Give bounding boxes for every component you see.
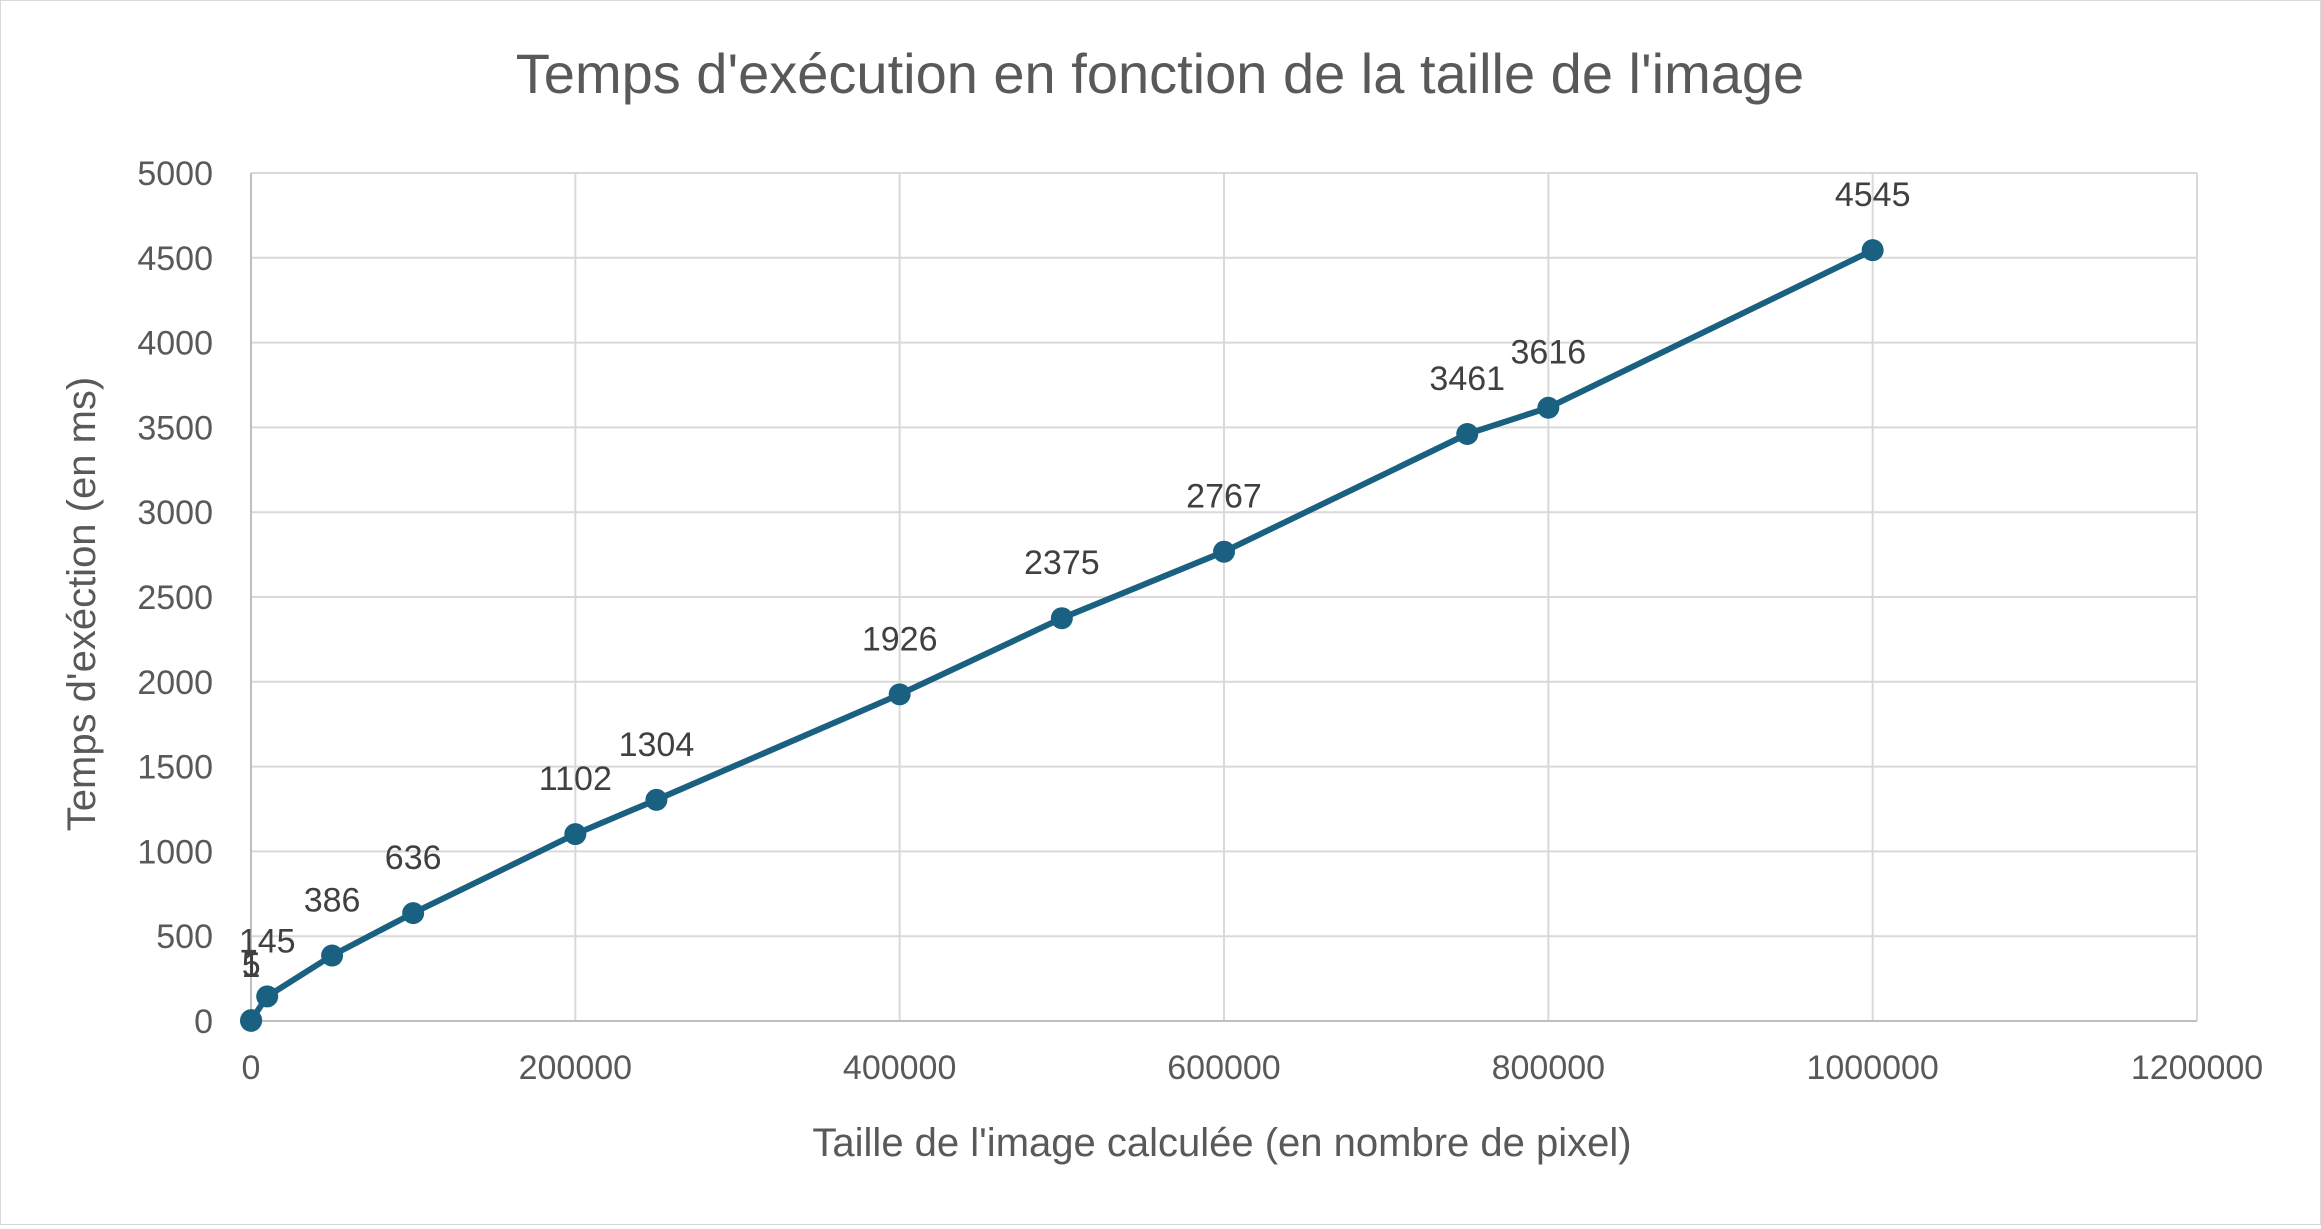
- y-tick-label: 500: [156, 918, 213, 956]
- y-tick-label: 2000: [137, 664, 213, 702]
- data-point: [402, 902, 425, 925]
- data-point: [1456, 423, 1479, 446]
- x-axis-title: Taille de l'image calculée (en nombre de…: [812, 1121, 1631, 1165]
- y-tick-label: 1500: [137, 749, 213, 787]
- data-point: [1213, 540, 1235, 563]
- y-tick-label: 0: [194, 1003, 213, 1041]
- y-tick-label: 5000: [137, 155, 213, 193]
- data-point: [256, 985, 279, 1008]
- data-point: [1050, 607, 1073, 630]
- x-tick-label: 1200000: [2131, 1049, 2263, 1087]
- data-label: 5: [242, 946, 261, 984]
- data-label: 386: [304, 882, 361, 920]
- y-tick-label: 4000: [137, 325, 213, 363]
- x-tick-label: 400000: [843, 1049, 956, 1087]
- y-tick-label: 4500: [137, 240, 213, 278]
- data-label: 3461: [1429, 360, 1505, 398]
- data-label: 145: [239, 922, 296, 960]
- x-axis-ticks: 0 200000 400000 600000 800000 1000000 1200000: [242, 1049, 2264, 1087]
- series-line: [248, 247, 1876, 1024]
- data-point: [1861, 239, 1884, 262]
- x-tick-label: 1000000: [1806, 1049, 1938, 1087]
- data-label: 4545: [1835, 176, 1911, 214]
- data-label: 3616: [1511, 334, 1587, 372]
- data-label: 1926: [862, 620, 938, 658]
- x-tick-label: 800000: [1492, 1049, 1605, 1087]
- x-tick-label: 600000: [1167, 1049, 1280, 1087]
- data-label: 1102: [539, 760, 612, 798]
- data-point: [564, 823, 587, 846]
- data-label: 636: [385, 839, 442, 877]
- y-tick-label: 3500: [137, 409, 213, 447]
- data-point: [240, 1009, 263, 1032]
- series-group: [240, 239, 1884, 1032]
- data-point: [321, 944, 344, 967]
- data-label: 1: [242, 947, 261, 985]
- data-label: 2375: [1024, 544, 1100, 582]
- data-point: [1537, 396, 1560, 419]
- axes: [250, 173, 2197, 1022]
- chart-title: Temps d'exécution en fonction de la tail…: [516, 42, 1804, 105]
- y-tick-label: 3000: [137, 494, 213, 532]
- y-tick-label: 2500: [137, 579, 213, 617]
- gridlines: [251, 172, 2198, 1021]
- data-point: [888, 683, 911, 706]
- data-label: 2767: [1186, 478, 1262, 516]
- data-point: [645, 788, 668, 811]
- x-tick-label: 0: [242, 1049, 261, 1087]
- y-axis-ticks: 0 500 1000 1500 2000 2500 3000 3500 4000 4500 5000: [137, 155, 213, 1041]
- y-tick-label: 1000: [137, 833, 213, 871]
- data-label: 1304: [619, 726, 695, 764]
- y-axis-title: Temps d'exéction (en ms): [60, 377, 104, 831]
- x-tick-label: 200000: [519, 1049, 632, 1087]
